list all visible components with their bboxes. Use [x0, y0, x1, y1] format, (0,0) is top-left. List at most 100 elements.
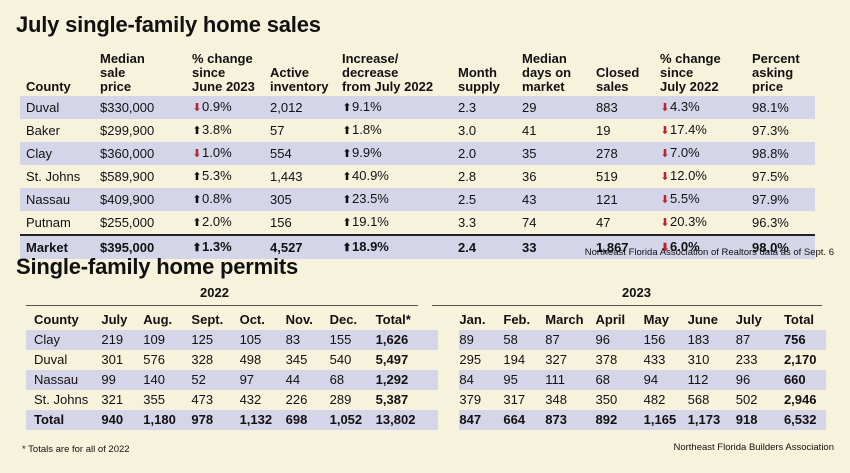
sales-row: Clay $360,000 ⬇1.0% 554 ⬆9.9% 2.0 35 278 ⬇7.0% 98… [20, 142, 815, 165]
arrow-down-icon: ⬇ [192, 148, 202, 160]
change-value: 23.5% [352, 191, 389, 206]
header-change-june: % change since June 2023 [192, 51, 255, 94]
days-cell: 41 [522, 123, 537, 138]
header-median-price: Median sale price [100, 51, 145, 94]
median-price-cell: $299,900 [100, 123, 155, 138]
change-value: 1.8% [352, 122, 382, 137]
permits-value-cell: 355 [143, 392, 165, 407]
median-price-cell: $255,000 [100, 215, 155, 230]
permits-value-cell: 432 [239, 392, 262, 407]
permits-header-cell: Total* [375, 311, 411, 327]
change-july2022-cell: ⬇5.5% [660, 188, 752, 211]
change-value: 40.9% [352, 168, 389, 183]
permits-value-cell: 498 [239, 352, 262, 367]
permits-row: Duval 301 576 328 498 345 540 5,497 295 194 327 378… [26, 350, 826, 370]
arrow-up-icon: ⬆ [342, 194, 352, 206]
permits-value-cell: 68 [329, 370, 376, 390]
days-cell: 43 [522, 188, 596, 211]
permits-header-cell: July [101, 311, 128, 327]
sales-row: Duval $330,000 ⬇0.9% 2,012 ⬆9.1% 2.3 29 883 ⬇4.3… [20, 96, 815, 119]
closed-cell: 121 [596, 188, 660, 211]
change-value: 0.8% [202, 191, 232, 206]
inventory-cell: 156 [270, 215, 292, 230]
inventory-cell: 305 [270, 188, 342, 211]
permits-value-cell: 473 [191, 392, 214, 407]
permits-value-cell: 96 [595, 330, 644, 350]
permits-header-cell: Feb. [503, 311, 531, 327]
county-cell: Clay [20, 142, 100, 165]
permits-value-cell: 379 [459, 392, 482, 407]
column-gap [438, 390, 459, 410]
county-cell: Nassau [20, 188, 100, 211]
permits-table: County July Aug. Sept. Oct. Nov. Dec. Total* Jan… [26, 308, 826, 430]
arrow-up-icon: ⬆ [342, 148, 352, 160]
permits-value-cell: 289 [329, 392, 352, 407]
change-value: 0.9% [202, 99, 232, 114]
permits-value-cell: 1,626 [375, 330, 439, 350]
arrow-down-icon: ⬇ [192, 102, 202, 114]
permits-value-cell: 295 [459, 352, 482, 367]
permits-value-cell: 847 [459, 410, 504, 430]
permits-county-cell: Nassau [26, 370, 102, 390]
arrow-up-icon: ⬆ [192, 125, 202, 137]
change-july-cell: ⬆9.1% [342, 96, 458, 119]
arrow-down-icon: ⬇ [660, 148, 670, 160]
permits-value-cell: 58 [503, 330, 546, 350]
permits-county-cell: Duval [34, 352, 68, 367]
permits-value-cell: 502 [735, 392, 758, 407]
permits-value-cell: 1,165 [643, 410, 688, 430]
permits-header-cell: Dec. [329, 311, 358, 327]
permits-value-cell: 6,532 [783, 410, 826, 430]
year-2023-label: 2023 [622, 285, 651, 300]
permits-value-cell: 52 [191, 370, 240, 390]
median-price-cell: $395,000 [100, 234, 192, 259]
permits-value-cell: 317 [503, 392, 526, 407]
permits-header-row: County July Aug. Sept. Oct. Nov. Dec. Total* Jan… [26, 308, 826, 330]
inventory-cell: 1,443 [270, 169, 303, 184]
change-value: 18.9% [352, 239, 389, 254]
supply-cell: 3.3 [458, 215, 477, 230]
arrow-down-icon: ⬇ [660, 217, 670, 229]
change-value: 5.3% [202, 168, 232, 183]
permits-value-cell: 194 [503, 352, 526, 367]
column-gap [438, 370, 459, 390]
permits-value-cell: 2,946 [783, 392, 817, 407]
permits-value-cell: 84 [459, 370, 504, 390]
change-june-cell: ⬆3.8% [192, 119, 270, 142]
permits-value-cell: 87 [545, 330, 596, 350]
permits-title: Single-family home permits [16, 254, 299, 279]
inventory-cell: 4,527 [270, 234, 342, 259]
permits-value-cell: 350 [595, 392, 618, 407]
change-value: 1.0% [202, 145, 232, 160]
change-july2022-cell: ⬇20.3% [660, 211, 752, 235]
header-change-july2022: % change since July 2022 [660, 51, 721, 94]
change-value: 12.0% [670, 168, 707, 183]
permits-value-cell: 378 [595, 352, 618, 367]
change-june-cell: ⬆0.8% [192, 188, 270, 211]
asking-cell: 98.1% [752, 96, 815, 119]
days-cell: 33 [522, 234, 596, 259]
permits-value-cell: 1,180 [143, 410, 192, 430]
sales-header-row: County Median sale price % change since June… [20, 52, 815, 96]
permits-value-cell: 68 [595, 370, 644, 390]
sales-row: Nassau $409,900 ⬆0.8% 305 ⬆23.5% 2.5 43 121 ⬇5.5… [20, 188, 815, 211]
permits-value-cell: 112 [687, 370, 736, 390]
permits-value-cell: 892 [595, 410, 644, 430]
change-july-cell: ⬆9.9% [342, 142, 458, 165]
permits-value-cell: 664 [503, 410, 546, 430]
permits-value-cell: 348 [545, 392, 567, 407]
permits-value-cell: 576 [143, 352, 165, 367]
permits-value-cell: 540 [329, 352, 352, 367]
change-july2022-cell: ⬇17.4% [660, 119, 752, 142]
header-county: County [26, 79, 71, 94]
sales-table: County Median sale price % change since June… [20, 52, 815, 259]
sales-row: St. Johns $589,900 ⬆5.3% 1,443 ⬆40.9% 2.8 36 51… [20, 165, 815, 188]
permits-header-cell: Jan. [459, 311, 486, 327]
permits-header-cell: April [595, 311, 626, 327]
permits-value-cell: 327 [545, 352, 567, 367]
permits-county-cell: Clay [26, 330, 102, 350]
permits-row: Clay 219 109 125 105 83 155 1,626 89 58 87 96 156 183… [26, 330, 826, 350]
permits-value-cell: 219 [101, 330, 144, 350]
change-value: 9.9% [352, 145, 382, 160]
permits-value-cell: 328 [191, 352, 214, 367]
